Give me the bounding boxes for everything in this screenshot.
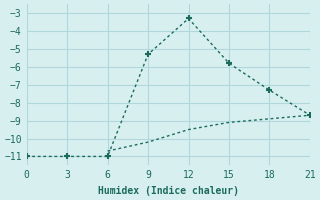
X-axis label: Humidex (Indice chaleur): Humidex (Indice chaleur) xyxy=(98,186,239,196)
